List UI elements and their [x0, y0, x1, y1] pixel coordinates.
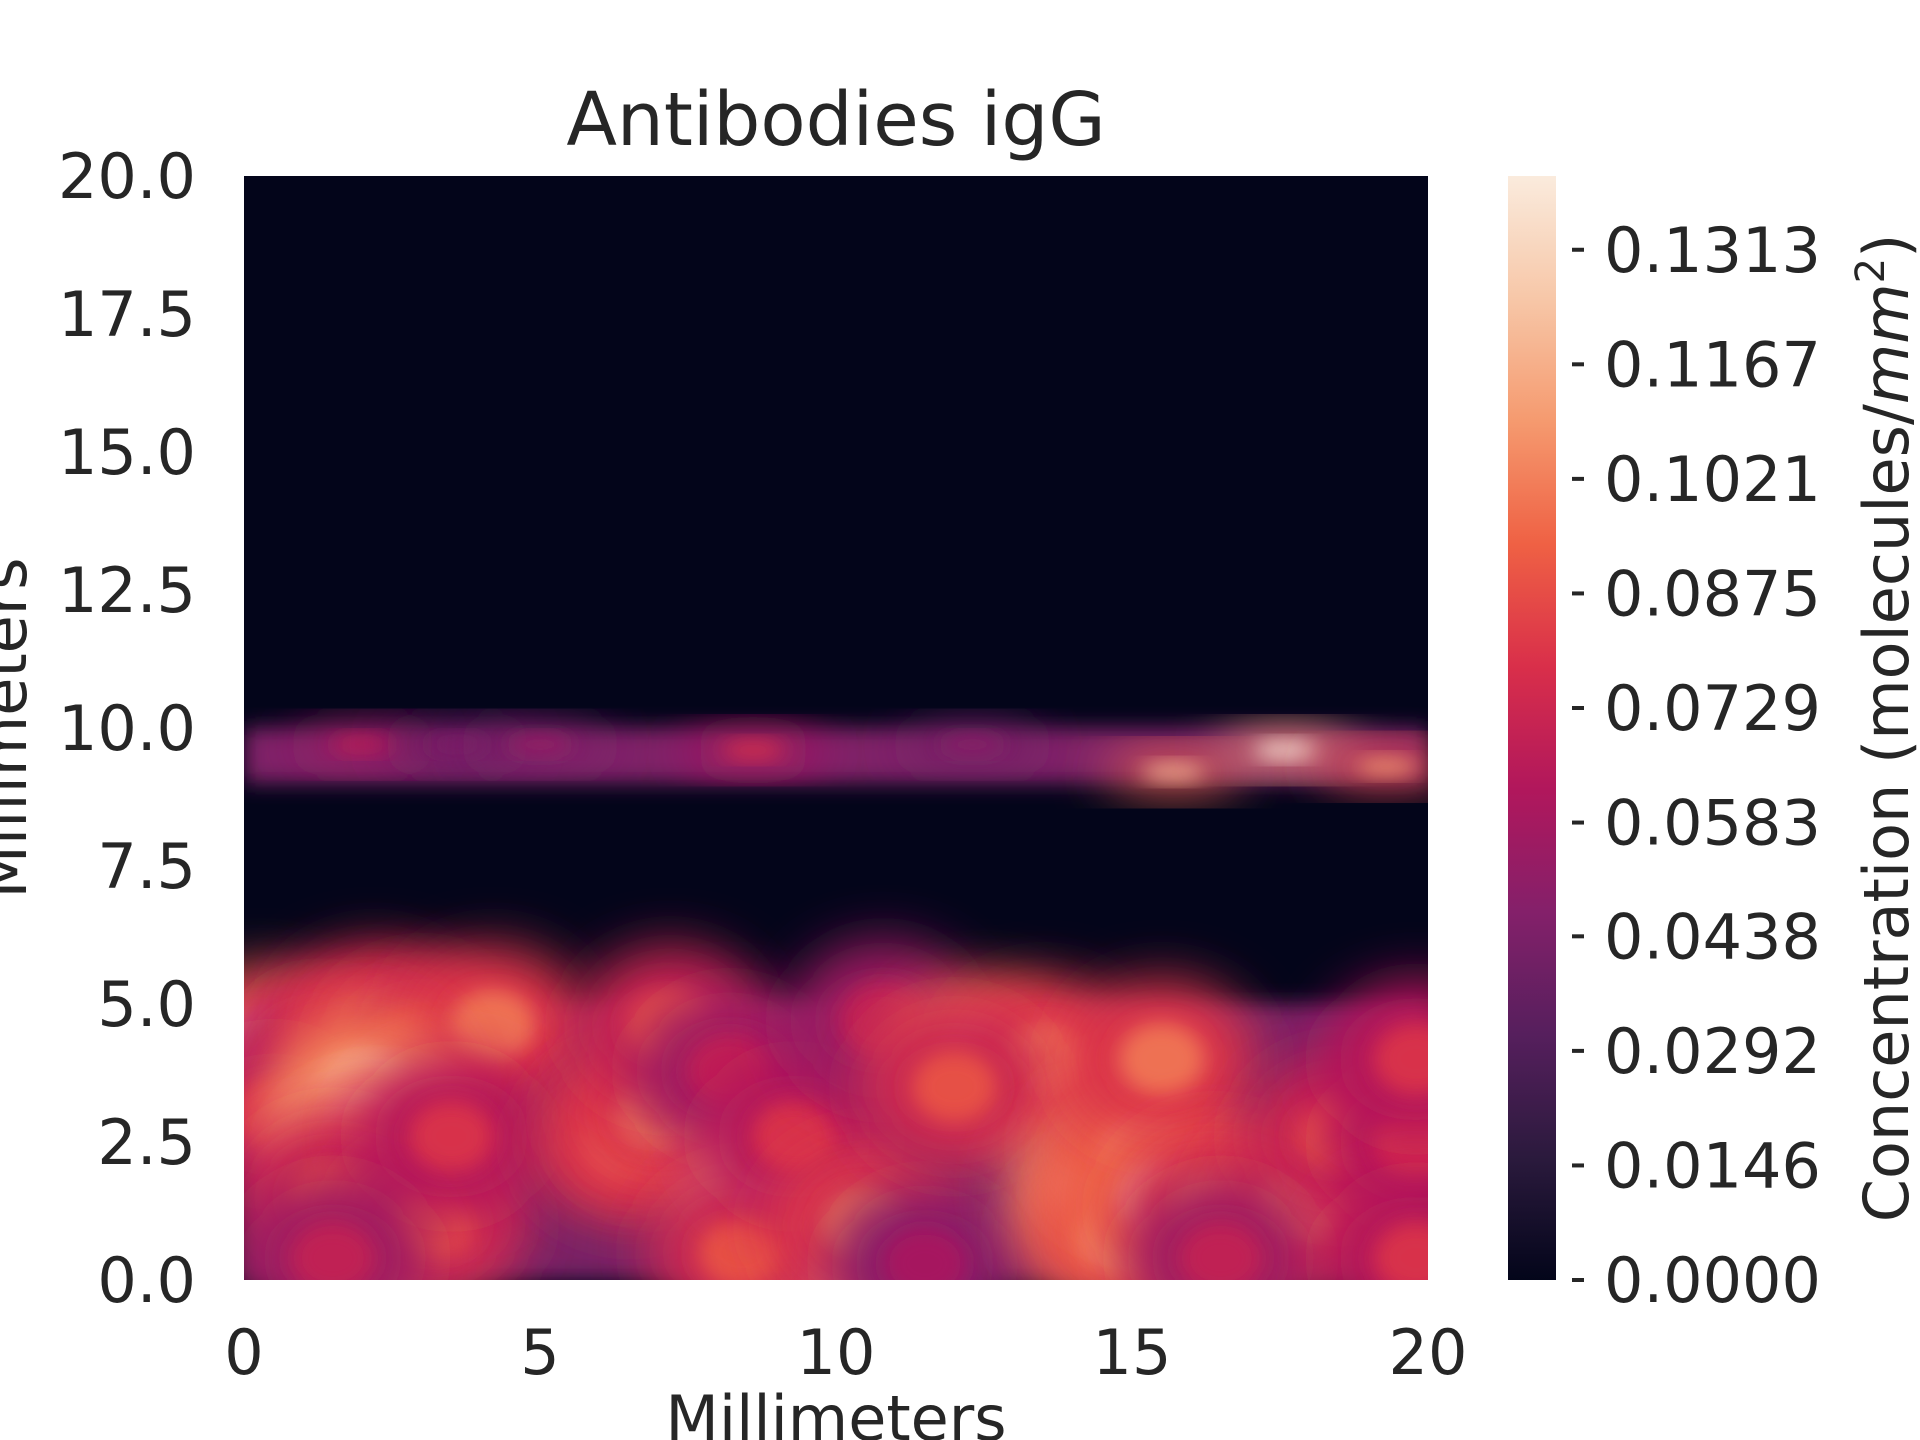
heat-peak-core [882, 1227, 968, 1280]
colorbar-label-close: ) [1850, 234, 1920, 258]
heat-peak-core [1373, 1221, 1428, 1280]
colorbar-label-exponent: 2 [1848, 258, 1894, 283]
colorbar-label-main: Concentration (molecules/ [1850, 404, 1920, 1222]
y-tick-label: 7.5 [97, 830, 196, 903]
chart-title: Antibodies igG [566, 77, 1105, 163]
colorbar-tick-label: 0.0000 [1604, 1244, 1821, 1317]
heat-peak-core [911, 1050, 998, 1123]
y-tick-label: 15.0 [58, 416, 196, 489]
heat-peak-core [449, 990, 536, 1063]
colorbar-tick-label: 0.0146 [1604, 1129, 1821, 1202]
heat-peak-core [940, 736, 1004, 753]
heat-peak-core [698, 1216, 785, 1280]
heat-peak-core [1118, 1023, 1205, 1096]
colorbar-tick-label: 0.1021 [1604, 443, 1821, 516]
heat-peak-core [751, 1100, 838, 1173]
y-tick-label: 0.0 [97, 1244, 196, 1317]
heat-peak-core [408, 1100, 494, 1173]
heat-peak-core [508, 736, 572, 753]
colorbar-ticks: 0.0000 0.0146 0.0292 0.0438 0.0583 0.0729 0.08… [1572, 214, 1821, 1317]
heat-peak-core [1178, 1221, 1264, 1280]
colorbar-tick-label: 0.0438 [1604, 900, 1821, 973]
heatmap-field [244, 726, 1428, 1280]
x-tick-label: 10 [797, 1316, 876, 1389]
heat-peak-core [1254, 741, 1318, 759]
x-tick-label: 20 [1389, 1316, 1468, 1389]
x-tick-label: 5 [520, 1316, 559, 1389]
heat-peak-core [290, 1221, 376, 1280]
heat-peak-core [721, 741, 785, 759]
heat-peak-core [330, 736, 394, 753]
colorbar [1508, 176, 1556, 1280]
y-tick-label: 17.5 [58, 278, 196, 351]
x-axis-ticks: 0 5 10 15 20 [224, 1316, 1467, 1389]
colorbar-tick-label: 0.0583 [1604, 787, 1821, 860]
x-axis-label: Millimeters [665, 1382, 1006, 1440]
heat-peak-core [1355, 758, 1419, 775]
heat-peak-core [1141, 764, 1205, 781]
x-tick-label: 15 [1093, 1316, 1172, 1389]
heat-peak-core [1373, 1023, 1428, 1096]
colorbar-tick-label: 0.1167 [1604, 328, 1821, 401]
colorbar-label: Concentration (molecules/mm2) [1848, 234, 1920, 1223]
y-tick-label: 2.5 [97, 1106, 196, 1179]
colorbar-tick-label: 0.0729 [1604, 672, 1821, 745]
colorbar-tick-label: 0.0875 [1604, 557, 1821, 630]
x-tick-label: 0 [224, 1316, 263, 1389]
y-tick-label: 10.0 [58, 692, 196, 765]
y-axis-ticks: 0.0 2.5 5.0 7.5 10.0 12.5 15.0 17.5 20.0 [58, 140, 196, 1317]
y-tick-label: 5.0 [97, 968, 196, 1041]
colorbar-label-unit: mm [1850, 283, 1920, 404]
colorbar-tick-label: 0.1313 [1604, 214, 1821, 287]
y-axis-label: Millimeters [0, 557, 41, 898]
y-tick-label: 12.5 [58, 554, 196, 627]
y-tick-label: 20.0 [58, 140, 196, 213]
colorbar-tick-label: 0.0292 [1604, 1015, 1821, 1088]
